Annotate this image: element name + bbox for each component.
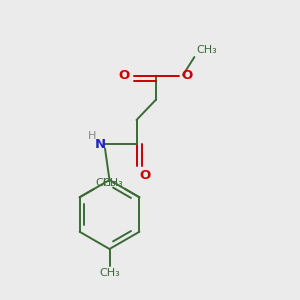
Text: H: H [88,131,96,141]
Text: CH₃: CH₃ [99,268,120,278]
Text: O: O [182,69,193,82]
Text: CH₃: CH₃ [95,178,116,188]
Text: O: O [140,169,151,182]
Text: CH₃: CH₃ [196,45,217,55]
Text: N: N [95,137,106,151]
Text: CH₃: CH₃ [103,178,124,188]
Text: O: O [119,69,130,82]
